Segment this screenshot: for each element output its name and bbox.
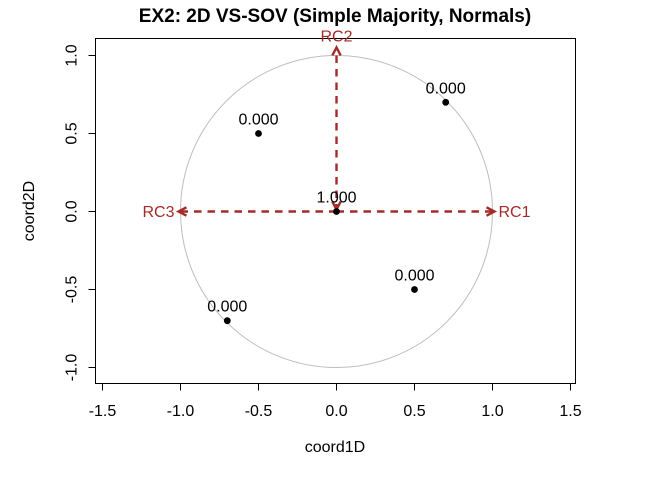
y-tick-label: 1.0: [64, 44, 81, 66]
data-point: [223, 317, 231, 325]
y-tick-label: -1.0: [64, 354, 81, 382]
rc-arrow-label-RC1: RC1: [499, 204, 531, 221]
rc-arrowhead-RC1: [485, 206, 498, 217]
x-axis-title: coord1D: [304, 439, 366, 456]
data-point: [442, 98, 450, 106]
rc-arrowhead-RC3: [175, 206, 188, 217]
y-tick-label: 0.0: [64, 200, 81, 222]
rc-arrow-label-RC3: RC3: [142, 204, 174, 221]
data-point-label: 0.000: [394, 268, 434, 285]
data-point-label: 1.000: [316, 190, 356, 207]
rc-arrow-label-RC2: RC2: [320, 29, 352, 46]
data-point-label: 0.000: [238, 112, 278, 129]
x-tick-label: -1.5: [89, 403, 117, 420]
x-tick-label: -0.5: [245, 403, 273, 420]
data-point: [333, 208, 340, 215]
y-tick-label: 0.5: [64, 122, 81, 144]
chart-title: EX2: 2D VS-SOV (Simple Majority, Normals…: [138, 6, 532, 27]
data-point-label: 0.000: [207, 299, 247, 316]
x-tick-label: 1.5: [559, 403, 581, 420]
x-tick-label: 1.0: [481, 403, 503, 420]
rc-arrowhead-RC2: [331, 44, 342, 57]
x-tick-label: -1.0: [167, 403, 195, 420]
x-tick-label: 0.5: [403, 403, 425, 420]
data-point: [255, 130, 262, 137]
data-point-label: 0.000: [426, 80, 466, 97]
data-point: [411, 286, 418, 293]
y-tick-label: -0.5: [64, 276, 81, 304]
x-tick-label: 0.0: [325, 403, 347, 420]
